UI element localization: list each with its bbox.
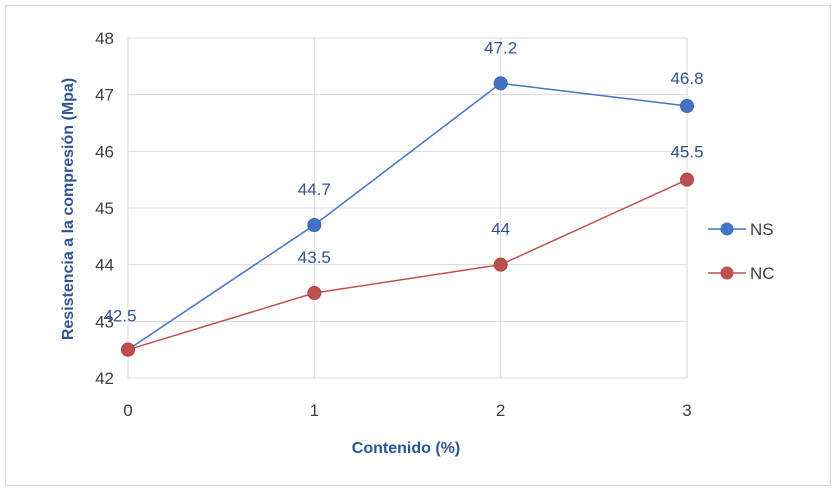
x-tick-label: 3: [682, 401, 691, 420]
series-line-nc: [127, 178, 688, 351]
y-tick-label: 46: [95, 142, 114, 161]
series-points: [121, 76, 694, 357]
legend-marker-nc: [720, 266, 734, 280]
y-tick-label: 42: [95, 369, 114, 388]
y-axis-ticks: 42 43 44 45 46 47 48: [95, 29, 114, 388]
data-point-ns: [493, 76, 508, 91]
data-label-ns: 44.7: [298, 180, 331, 199]
legend-label-nc: NC: [750, 264, 775, 283]
legend-marker-ns: [720, 222, 734, 236]
y-tick-label: 47: [95, 86, 114, 105]
data-label-nc: 45.5: [670, 143, 703, 162]
data-label-nc: 43.5: [298, 248, 331, 267]
series-line-ns: [127, 82, 688, 351]
series-lines: [127, 82, 688, 351]
data-label-ns: 42.5: [103, 307, 136, 326]
data-labels: 42.5 44.7 47.2 46.8 43.5 44 45.5: [103, 38, 703, 325]
legend-label-ns: NS: [750, 220, 774, 239]
data-point-nc: [307, 286, 322, 300]
data-label-ns: 47.2: [484, 38, 517, 57]
x-tick-label: 2: [496, 401, 505, 420]
y-tick-label: 44: [95, 256, 114, 275]
data-point-ns: [307, 218, 322, 232]
data-point-nc: [680, 172, 694, 187]
y-tick-label: 45: [95, 199, 114, 218]
x-tick-label: 1: [310, 401, 319, 420]
y-tick-label: 48: [95, 29, 114, 48]
x-tick-label: 0: [123, 401, 132, 420]
data-point-ns: [680, 99, 694, 113]
y-axis-title: Resistencia a la compresión (Mpa): [60, 78, 77, 340]
legend: NS NC: [708, 220, 775, 283]
gridlines: [127, 37, 688, 379]
x-axis-title: Contenido (%): [352, 440, 460, 457]
data-label-ns: 46.8: [670, 69, 703, 88]
data-point-nc: [121, 342, 135, 357]
data-label-nc: 44: [491, 220, 510, 239]
x-axis-ticks: 0 1 2 3: [123, 401, 691, 420]
data-point-nc: [493, 257, 508, 272]
chart-frame: [5, 5, 831, 486]
y-tick-label: 43: [95, 312, 114, 331]
